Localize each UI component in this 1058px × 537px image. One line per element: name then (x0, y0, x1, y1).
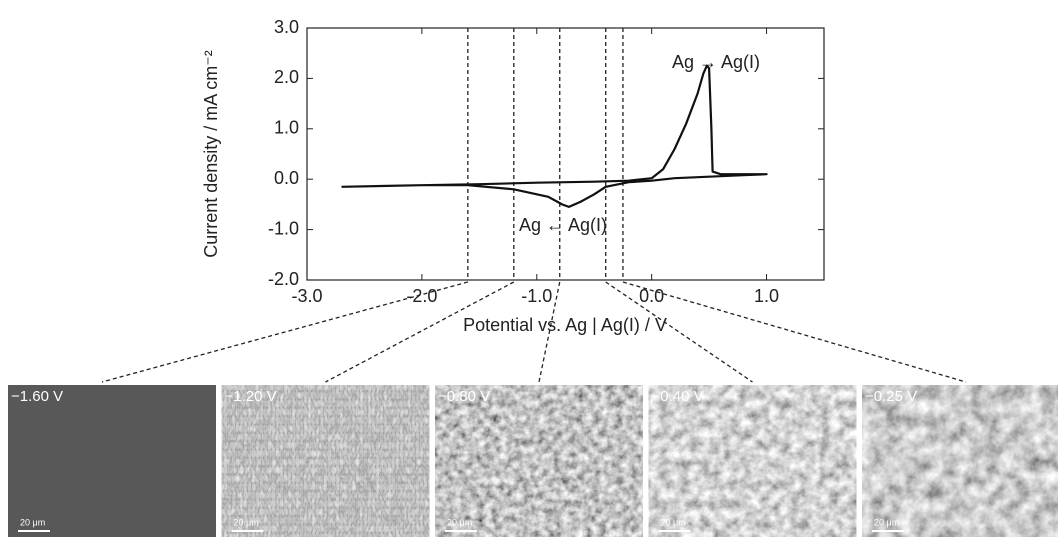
connector (102, 282, 468, 382)
scale-label: 20 μm (20, 517, 45, 527)
image-label: −0.40 V (652, 388, 704, 405)
sem-image (435, 385, 643, 537)
y-tick-label: -1.0 (268, 218, 299, 238)
x-tick-label: -3.0 (291, 286, 322, 306)
image-label: −1.20 V (225, 388, 277, 405)
y-tick-label: 2.0 (274, 67, 299, 87)
sem-image (222, 385, 430, 537)
scale-label: 20 μm (661, 517, 686, 527)
figure: Potential vs. Ag | Ag(I) / V Current den… (0, 0, 1058, 537)
x-tick-label: -2.0 (406, 286, 437, 306)
scale-label: 20 μm (234, 517, 259, 527)
sem-image (649, 385, 857, 537)
y-tick-label: 0.0 (274, 168, 299, 188)
annotation: Ag ← Ag(I) (519, 215, 607, 235)
annotation: Ag → Ag(I) (672, 52, 760, 72)
y-tick-label: -2.0 (268, 269, 299, 289)
image-label: −0.80 V (438, 388, 490, 405)
x-axis-title: Potential vs. Ag | Ag(I) / V (463, 315, 667, 335)
connector (623, 282, 966, 382)
cv-curve (342, 66, 767, 207)
scale-label: 20 μm (874, 517, 899, 527)
scale-label: 20 μm (447, 517, 472, 527)
y-axis-title: Current density / mA cm⁻² (201, 50, 221, 258)
x-tick-label: 0.0 (639, 286, 664, 306)
image-label: −1.60 V (11, 388, 63, 405)
x-tick-label: -1.0 (521, 286, 552, 306)
y-tick-label: 1.0 (274, 118, 299, 138)
sem-image (8, 385, 216, 537)
y-tick-label: 3.0 (274, 17, 299, 37)
image-label: −0.25 V (865, 388, 917, 405)
sem-image (862, 385, 1058, 537)
x-tick-label: 1.0 (754, 286, 779, 306)
